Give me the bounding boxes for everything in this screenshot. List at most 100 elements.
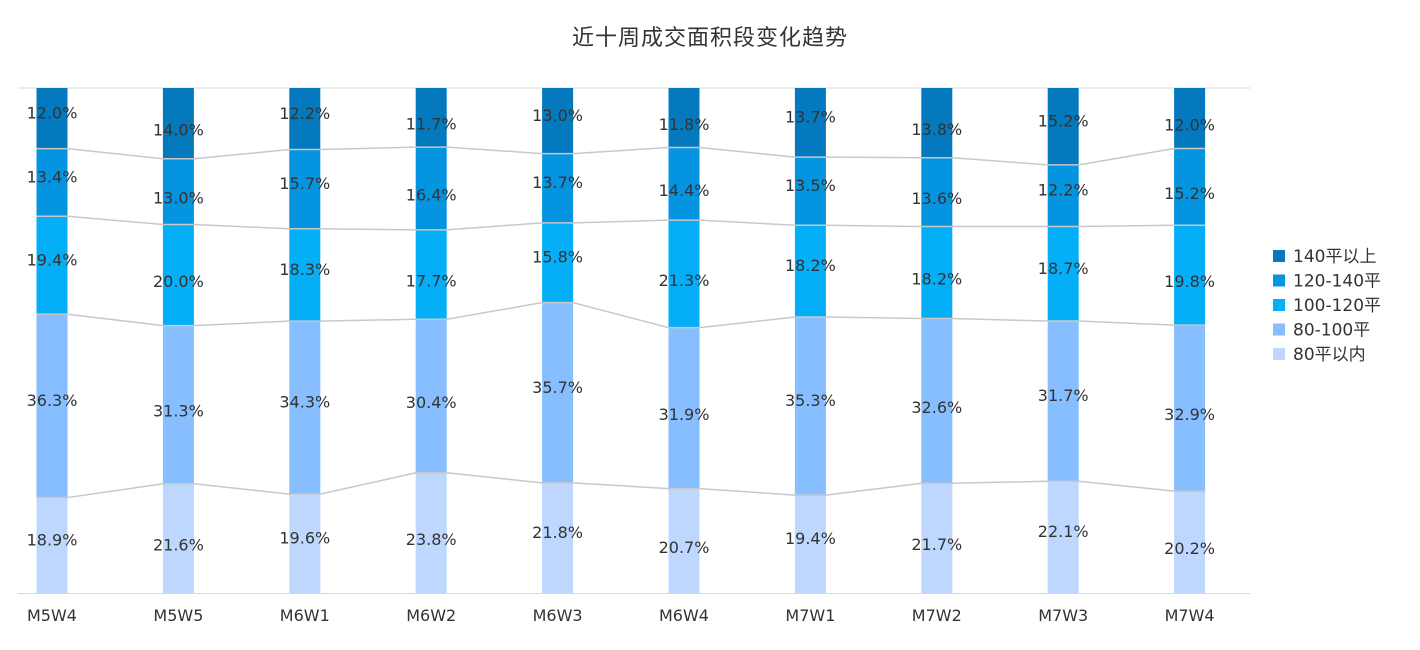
- data-label: 21.3%: [659, 271, 710, 290]
- bar-segment: [289, 149, 321, 229]
- data-label: 17.7%: [406, 272, 457, 291]
- bar-segment: [1174, 88, 1206, 149]
- bar-segment: [668, 88, 700, 148]
- bar-segment: [162, 483, 194, 593]
- legend-label: 120-140平: [1293, 272, 1381, 292]
- bar-segment: [1047, 164, 1079, 227]
- data-label: 11.7%: [406, 115, 457, 134]
- data-label: 12.2%: [1038, 181, 1089, 200]
- data-label: 15.8%: [532, 248, 583, 267]
- bar-segment: [162, 325, 194, 484]
- bar-segment: [36, 216, 68, 315]
- x-tick-label: M7W1: [785, 606, 835, 625]
- data-label: 18.9%: [27, 530, 78, 549]
- data-label: 23.8%: [406, 530, 457, 549]
- data-label: 35.3%: [785, 391, 836, 410]
- bar-segment: [542, 88, 574, 154]
- bar-segment: [921, 226, 953, 319]
- bar-segment: [36, 497, 68, 593]
- bar-segment: [921, 157, 953, 227]
- data-label: 19.8%: [1164, 272, 1215, 291]
- data-label: 31.3%: [153, 402, 204, 421]
- series-connector-line: [36, 301, 1206, 329]
- data-label: 18.2%: [785, 256, 836, 275]
- x-tick-label: M7W3: [1038, 606, 1088, 625]
- bar-segment: [542, 482, 574, 593]
- bar-segment: [289, 321, 321, 495]
- bar-segment: [289, 494, 321, 593]
- legend-swatch: [1273, 348, 1285, 360]
- data-label: 18.7%: [1038, 259, 1089, 278]
- data-label: 16.4%: [406, 185, 457, 204]
- data-label: 15.2%: [1038, 111, 1089, 130]
- data-label: 30.4%: [406, 393, 457, 412]
- data-label: 13.7%: [532, 173, 583, 192]
- x-tick-label: M6W4: [659, 606, 709, 625]
- bar-segment: [36, 88, 68, 149]
- legend-swatch: [1273, 274, 1285, 287]
- bar-segment: [668, 327, 700, 489]
- data-label: 13.8%: [911, 120, 962, 139]
- data-label: 19.4%: [27, 250, 78, 269]
- bar-segment: [415, 229, 447, 320]
- bar-segment: [1174, 325, 1206, 492]
- bar-segment: [794, 495, 826, 593]
- data-label: 15.7%: [279, 174, 330, 193]
- bar-segment: [794, 157, 826, 226]
- bar-segment: [921, 88, 953, 158]
- legend-swatch: [1273, 250, 1285, 262]
- bar-segment: [668, 220, 700, 328]
- x-tick-label: M7W4: [1165, 606, 1215, 625]
- x-tick-label: M7W2: [912, 606, 962, 625]
- series-connector-line: [36, 472, 1206, 499]
- data-label: 13.0%: [153, 189, 204, 208]
- data-label: 15.2%: [1164, 184, 1215, 203]
- series-connector-line: [36, 146, 1206, 166]
- data-label: 14.0%: [153, 120, 204, 139]
- data-label: 11.8%: [659, 115, 710, 134]
- x-tick-label: M6W2: [406, 606, 456, 625]
- data-label: 22.1%: [1038, 522, 1089, 541]
- bar-segment: [1047, 226, 1079, 322]
- x-tick-label: M5W5: [153, 606, 203, 625]
- x-tick-label: M6W3: [533, 606, 583, 625]
- bar-segment: [415, 147, 447, 230]
- bar-segment: [668, 488, 700, 593]
- bar-segment: [162, 158, 194, 225]
- data-label: 13.0%: [532, 106, 583, 125]
- data-label: 18.2%: [911, 270, 962, 289]
- bar-segment: [1047, 321, 1079, 482]
- legend-label: 80平以内: [1293, 345, 1366, 365]
- data-label: 31.7%: [1038, 386, 1089, 405]
- bar-segment: [921, 483, 953, 593]
- data-label: 13.6%: [911, 189, 962, 208]
- bar-segment: [289, 88, 321, 150]
- data-label: 36.3%: [27, 391, 78, 410]
- legend-swatch: [1273, 299, 1285, 311]
- bar-segment: [415, 88, 447, 148]
- data-label: 21.8%: [532, 523, 583, 542]
- data-label: 18.3%: [279, 260, 330, 279]
- x-tick-label: M6W1: [280, 606, 330, 625]
- data-label: 34.3%: [279, 393, 330, 412]
- data-label: 20.0%: [153, 272, 204, 291]
- bar-segment: [1174, 225, 1206, 326]
- bar-segment: [415, 472, 447, 593]
- chart-title: 近十周成交面积段变化趋势: [571, 26, 848, 51]
- series-connector-line: [36, 215, 1206, 231]
- bar-segment: [162, 224, 194, 326]
- bar-segment: [542, 222, 574, 303]
- data-label: 12.0%: [27, 103, 78, 122]
- data-label: 14.4%: [659, 181, 710, 200]
- data-label: 13.5%: [785, 176, 836, 195]
- data-label: 21.6%: [153, 535, 204, 554]
- bar-segment: [542, 302, 574, 483]
- data-label: 31.9%: [659, 405, 710, 424]
- bar-segment: [1047, 88, 1079, 165]
- bar-segment: [921, 318, 953, 484]
- bar-segment: [36, 314, 68, 498]
- bar-segment: [794, 225, 826, 318]
- legend-label: 80-100平: [1293, 321, 1370, 341]
